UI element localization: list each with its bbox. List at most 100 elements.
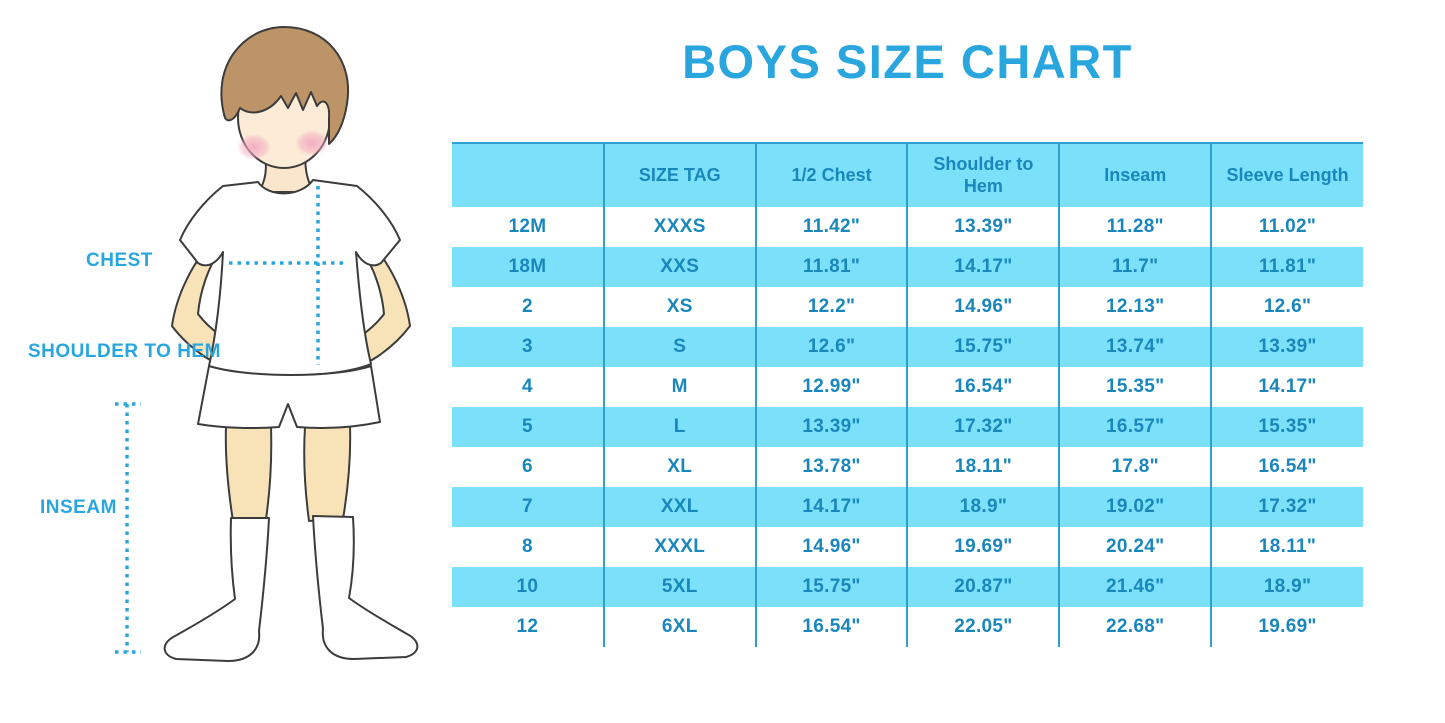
size-label-cell: 2	[521, 296, 533, 317]
table-row: 7 XXL 14.17" 18.9" 19.02" 17.32"	[452, 487, 1363, 527]
measurement-cell: 16.57"	[1058, 407, 1212, 447]
column-header: Shoulder to Hem	[906, 143, 1060, 207]
table-row: 6 XL 13.78" 18.11" 17.8" 16.54"	[452, 447, 1363, 487]
boy-illustration	[115, 26, 419, 662]
measurement-cell: XL	[602, 447, 756, 487]
measurement-cell: 13.74"	[1058, 327, 1212, 367]
measurement-cell: 14.17"	[754, 487, 908, 527]
measurement-cell: 12.6"	[754, 327, 908, 367]
column-header: 1/2 Chest	[754, 143, 908, 207]
measurement-cell: 19.02"	[1058, 487, 1212, 527]
measurement-cell: 13.78"	[754, 447, 908, 487]
measurement-cell: 13.39"	[754, 407, 908, 447]
table-head: SIZE TAG 1/2 Chest Shoulder to Hem Inseam Sl…	[452, 143, 1363, 207]
measurement-cell: 6XL	[602, 607, 756, 647]
measurement-cell: 17.32"	[1210, 487, 1363, 527]
table-row: 2 XS 12.2" 14.96" 12.13" 12.6"	[452, 287, 1363, 327]
shoulder-to-hem-label: SHOULDER TO HEM	[28, 341, 221, 362]
measurement-cell: 16.54"	[906, 367, 1060, 407]
measurement-cell: 11.42"	[754, 207, 908, 247]
size-label-cell: 8	[521, 536, 533, 557]
measurement-cell: 13.39"	[906, 207, 1060, 247]
table-row: 12M XXXS 11.42" 13.39" 11.28" 11.02"	[452, 207, 1363, 247]
measurement-cell: 18.11"	[1210, 527, 1363, 567]
measurement-cell: 11.81"	[754, 247, 908, 287]
measurement-cell: 12.99"	[754, 367, 908, 407]
chest-label: CHEST	[86, 250, 153, 271]
size-label-cell: 12	[516, 616, 539, 637]
measurement-cell: S	[602, 327, 756, 367]
column-header-empty	[452, 143, 604, 207]
size-label-cell: 3	[452, 327, 604, 367]
table-row: 10 5XL 15.75" 20.87" 21.46" 18.9"	[452, 567, 1363, 607]
measurement-cell: 11.81"	[1210, 247, 1363, 287]
boy-hair	[220, 26, 350, 145]
boy-leg-left	[224, 425, 273, 522]
size-label-cell: 4	[521, 376, 533, 397]
measurement-cell: 17.32"	[906, 407, 1060, 447]
measurement-cell: XXXL	[602, 527, 756, 567]
column-header: Inseam	[1058, 143, 1212, 207]
boy-cheek-left	[237, 134, 271, 160]
measurement-cell: 11.02"	[1210, 207, 1363, 247]
inseam-label: INSEAM	[40, 497, 117, 518]
measurement-cell: 11.28"	[1058, 207, 1212, 247]
measurement-cell: 5XL	[602, 567, 756, 607]
measurement-cell: 21.46"	[1058, 567, 1212, 607]
size-label-cell: 12M	[508, 216, 547, 237]
measurement-cell: XXS	[602, 247, 756, 287]
table-row: 18M XXS 11.81" 14.17" 11.7" 11.81"	[452, 247, 1363, 287]
measurement-cell: 19.69"	[1210, 607, 1363, 647]
measurement-cell: 14.96"	[754, 527, 908, 567]
boy-shirt	[179, 179, 401, 377]
measurement-cell: 17.8"	[1058, 447, 1212, 487]
measurement-cell: 14.17"	[1210, 367, 1363, 407]
table-row: 5 L 13.39" 17.32" 16.57" 15.35"	[452, 407, 1363, 447]
measurement-cell: L	[602, 407, 756, 447]
measurement-cell: 19.69"	[906, 527, 1060, 567]
page-title: BOYS SIZE CHART	[682, 35, 1133, 88]
table-header-row: SIZE TAG 1/2 Chest Shoulder to Hem Inseam Sl…	[452, 143, 1363, 207]
column-header: Sleeve Length	[1210, 143, 1363, 207]
measurement-cell: 16.54"	[1210, 447, 1363, 487]
measurement-cell: 15.75"	[906, 327, 1060, 367]
measurement-cell: 14.96"	[906, 287, 1060, 327]
boy-cheek-right	[295, 130, 329, 156]
measurement-cell: 15.75"	[754, 567, 908, 607]
measurement-cell: 12.6"	[1210, 287, 1363, 327]
measurement-cell: 20.24"	[1058, 527, 1212, 567]
boy-shorts	[197, 365, 381, 429]
table-row: 8 XXXL 14.96" 19.69" 20.24" 18.11"	[452, 527, 1363, 567]
measurement-cell: XXXS	[602, 207, 756, 247]
boy-leg-right	[303, 425, 352, 522]
measurement-cell: 18.9"	[906, 487, 1060, 527]
measurement-cell: 22.68"	[1058, 607, 1212, 647]
measurement-cell: 18.9"	[1210, 567, 1363, 607]
boy-sock-left	[163, 517, 270, 662]
measurement-cell: 11.7"	[1058, 247, 1212, 287]
measurement-cell: 18.11"	[906, 447, 1060, 487]
size-table-body: 12M XXXS 11.42" 13.39" 11.28" 11.02" 18M XXS 11.…	[452, 207, 1363, 647]
size-label-cell: 7	[452, 487, 604, 527]
size-label-cell: 6	[521, 456, 533, 477]
measurement-cell: 12.2"	[754, 287, 908, 327]
table-row: 12 6XL 16.54" 22.05" 22.68" 19.69"	[452, 607, 1363, 647]
table-row: 3 S 12.6" 15.75" 13.74" 13.39"	[452, 327, 1363, 367]
measurement-cell: 13.39"	[1210, 327, 1363, 367]
measurement-cell: 16.54"	[754, 607, 908, 647]
measurement-cell: M	[602, 367, 756, 407]
measurement-cell: 12.13"	[1058, 287, 1212, 327]
measurement-cell: 15.35"	[1210, 407, 1363, 447]
measurement-cell: XS	[602, 287, 756, 327]
measurement-cell: 14.17"	[906, 247, 1060, 287]
measurement-lines	[115, 186, 346, 654]
size-chart-table: SIZE TAG 1/2 Chest Shoulder to Hem Inseam Sl…	[452, 142, 1363, 647]
size-label-cell: 18M	[452, 247, 604, 287]
measurement-cell: 22.05"	[906, 607, 1060, 647]
measurement-figure-panel: CHEST SHOULDER TO HEM INSEAM	[0, 0, 450, 723]
measurement-cell: 20.87"	[906, 567, 1060, 607]
column-header: SIZE TAG	[602, 143, 756, 207]
measurement-cell: XXL	[602, 487, 756, 527]
size-label-cell: 10	[452, 567, 604, 607]
